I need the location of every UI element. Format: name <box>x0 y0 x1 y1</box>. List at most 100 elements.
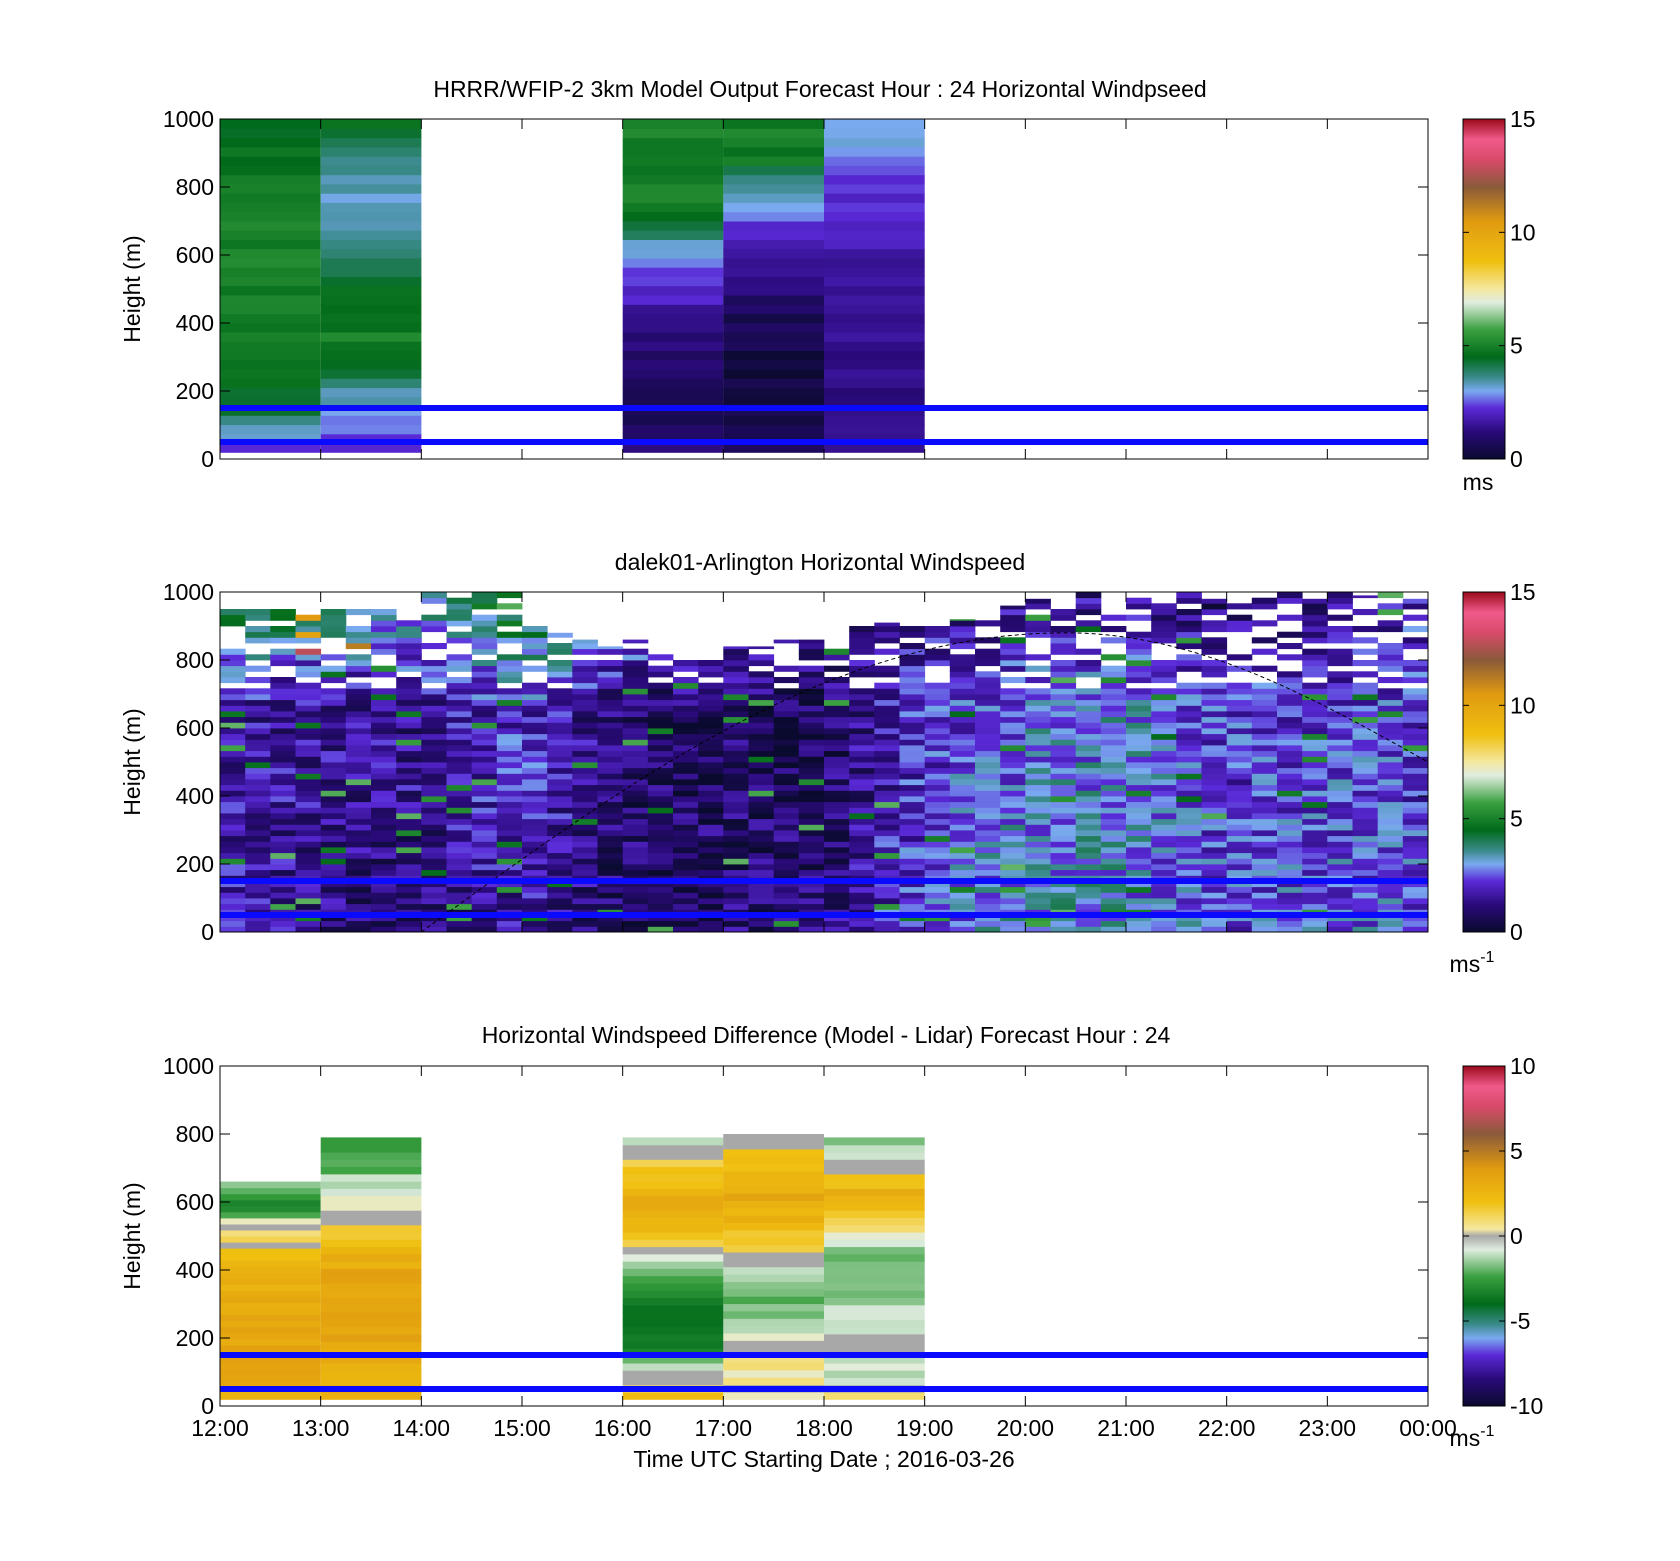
heatmap-cell <box>1226 892 1253 899</box>
heatmap-cell <box>622 211 724 222</box>
heatmap-cell <box>1277 614 1303 621</box>
heatmap-cell <box>975 858 1001 865</box>
heatmap-cell <box>220 807 246 814</box>
heatmap-cell <box>824 313 925 324</box>
heatmap-cell <box>1201 926 1228 933</box>
heatmap-cell <box>1302 915 1328 922</box>
heatmap-cell <box>824 1246 925 1255</box>
heatmap-cell <box>1100 728 1127 735</box>
colorbar-tick-label: 5 <box>1510 333 1523 359</box>
heatmap-cell <box>924 869 951 876</box>
heatmap-cell <box>1050 830 1077 837</box>
heatmap-cell <box>1151 762 1177 769</box>
heatmap-cell <box>572 648 598 655</box>
heatmap-cell <box>1100 864 1127 871</box>
heatmap-cell <box>622 1282 724 1291</box>
heatmap-cell <box>597 852 624 859</box>
heatmap-cell <box>1327 756 1353 763</box>
heatmap-cell <box>1226 767 1253 774</box>
heatmap-cell <box>1025 864 1051 871</box>
heatmap-cell <box>320 424 422 435</box>
x-tick-label: 17:00 <box>695 1415 753 1441</box>
y-tick-label: 400 <box>176 783 214 809</box>
heatmap-cell <box>220 211 321 222</box>
heatmap-cell <box>622 1377 724 1386</box>
heatmap-cell <box>1025 654 1051 661</box>
heatmap-cell <box>622 313 724 324</box>
heatmap-cell <box>798 767 825 774</box>
heatmap-cell <box>748 694 775 701</box>
heatmap-cell <box>1302 682 1328 689</box>
heatmap-cell <box>1377 858 1404 865</box>
heatmap-cell <box>396 864 422 871</box>
heatmap-cell <box>1402 643 1429 650</box>
heatmap-cell <box>622 1173 724 1182</box>
heatmap-cell <box>320 1137 422 1146</box>
heatmap-cell <box>773 864 800 871</box>
heatmap-cell <box>723 322 824 333</box>
heatmap-cell <box>723 733 749 740</box>
heatmap-cell <box>1151 637 1177 644</box>
heatmap-cell <box>824 847 850 854</box>
heatmap-cell <box>723 378 824 389</box>
heatmap-cell <box>1000 745 1026 752</box>
heatmap-cell <box>1000 784 1026 791</box>
heatmap-cell <box>723 767 749 774</box>
heatmap-cell <box>975 915 1001 922</box>
panel-lidar-title: dalek01-Arlington Horizontal Windspeed <box>615 549 1025 575</box>
heatmap-cell <box>1277 631 1303 638</box>
heatmap-cell <box>1377 739 1404 746</box>
heatmap-cell <box>773 756 800 763</box>
heatmap-cell <box>1100 671 1127 678</box>
heatmap-cell <box>924 920 951 927</box>
heatmap-cell <box>1302 903 1328 910</box>
heatmap-cell <box>345 835 372 842</box>
heatmap-cell <box>723 1288 824 1297</box>
heatmap-cell <box>496 614 523 621</box>
heatmap-cell <box>220 694 246 701</box>
heatmap-cell <box>220 796 246 803</box>
heatmap-cell <box>1050 626 1077 633</box>
heatmap-cell <box>723 1296 824 1305</box>
heatmap-cell <box>1201 716 1228 723</box>
heatmap-cell <box>949 716 976 723</box>
heatmap-cell <box>1251 779 1278 786</box>
heatmap-cell <box>572 784 598 791</box>
heatmap-cell <box>396 648 422 655</box>
heatmap-cell <box>1025 784 1051 791</box>
heatmap-cell <box>899 807 926 814</box>
heatmap-cell <box>698 779 724 786</box>
heatmap-cell <box>1402 711 1429 718</box>
heatmap-cell <box>446 847 473 854</box>
heatmap-cell <box>496 818 523 825</box>
heatmap-cell <box>1251 796 1278 803</box>
heatmap-cell <box>572 694 598 701</box>
heatmap-cell <box>1100 767 1127 774</box>
heatmap-cell <box>1025 796 1051 803</box>
heatmap-cell <box>748 818 775 825</box>
heatmap-cell <box>698 756 724 763</box>
heatmap-cell <box>371 790 397 797</box>
heatmap-cell <box>245 733 271 740</box>
heatmap-cell <box>396 756 422 763</box>
heatmap-cell <box>1302 699 1328 706</box>
heatmap-cell <box>345 631 372 638</box>
heatmap-cell <box>1201 847 1228 854</box>
heatmap-cell <box>446 614 473 621</box>
heatmap-cell <box>1226 869 1253 876</box>
heatmap-cell <box>647 903 674 910</box>
heatmap-cell <box>1075 801 1102 808</box>
heatmap-cell <box>949 920 976 927</box>
heatmap-cell <box>345 722 372 729</box>
heatmap-cell <box>270 869 296 876</box>
heatmap-cell <box>1377 626 1404 633</box>
heatmap-cell <box>1377 762 1404 769</box>
heatmap-cell <box>522 818 548 825</box>
heatmap-cell <box>723 211 824 222</box>
heatmap-cell <box>245 750 271 757</box>
heatmap-cell <box>320 1151 422 1160</box>
heatmap-cell <box>1327 603 1353 610</box>
heatmap-cell <box>698 852 724 859</box>
heatmap-cell <box>673 801 699 808</box>
heatmap-cell <box>1126 852 1152 859</box>
